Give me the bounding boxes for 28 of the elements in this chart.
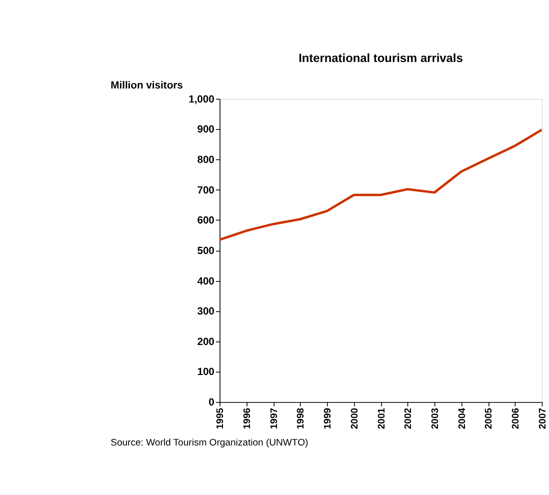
chart-title: International tourism arrivals	[298, 51, 464, 66]
y-tick-label: 400	[197, 276, 215, 288]
y-tick-label: 700	[197, 185, 215, 196]
y-tick-label: 100	[197, 367, 215, 378]
y-tick-label: 500	[197, 246, 215, 257]
x-tick-label: 1996	[242, 408, 254, 430]
x-tick-label: 2003	[430, 408, 442, 430]
x-tick-label: 2007	[537, 408, 548, 430]
y-tick-label: 1,000	[188, 94, 215, 106]
x-tick-label: 1999	[322, 408, 334, 430]
x-tick-label: 2004	[456, 407, 468, 430]
x-tick-label: 2005	[484, 407, 495, 430]
y-tick-label: 300	[197, 306, 215, 318]
source-note: Source: World Tourism Organization (UNWTO)	[110, 438, 308, 449]
y-tick-label: 600	[197, 216, 215, 227]
y-tick-label: 0	[208, 398, 215, 409]
x-tick-label: 2000	[349, 408, 360, 430]
x-tick-label: 2001	[376, 407, 388, 430]
x-tick-label: 2006	[510, 408, 522, 430]
y-tick-label: 800	[197, 155, 215, 166]
x-tick-label: 2002	[403, 408, 414, 430]
y-tick-label: 200	[197, 336, 215, 348]
y-axis-title: Million visitors	[110, 80, 184, 92]
line-series	[220, 128, 542, 241]
y-tick-label: 900	[197, 124, 215, 136]
x-tick-label: 1998	[296, 408, 307, 430]
x-tick-label: 1995	[215, 407, 226, 430]
x-tick-label: 1997	[268, 408, 280, 430]
